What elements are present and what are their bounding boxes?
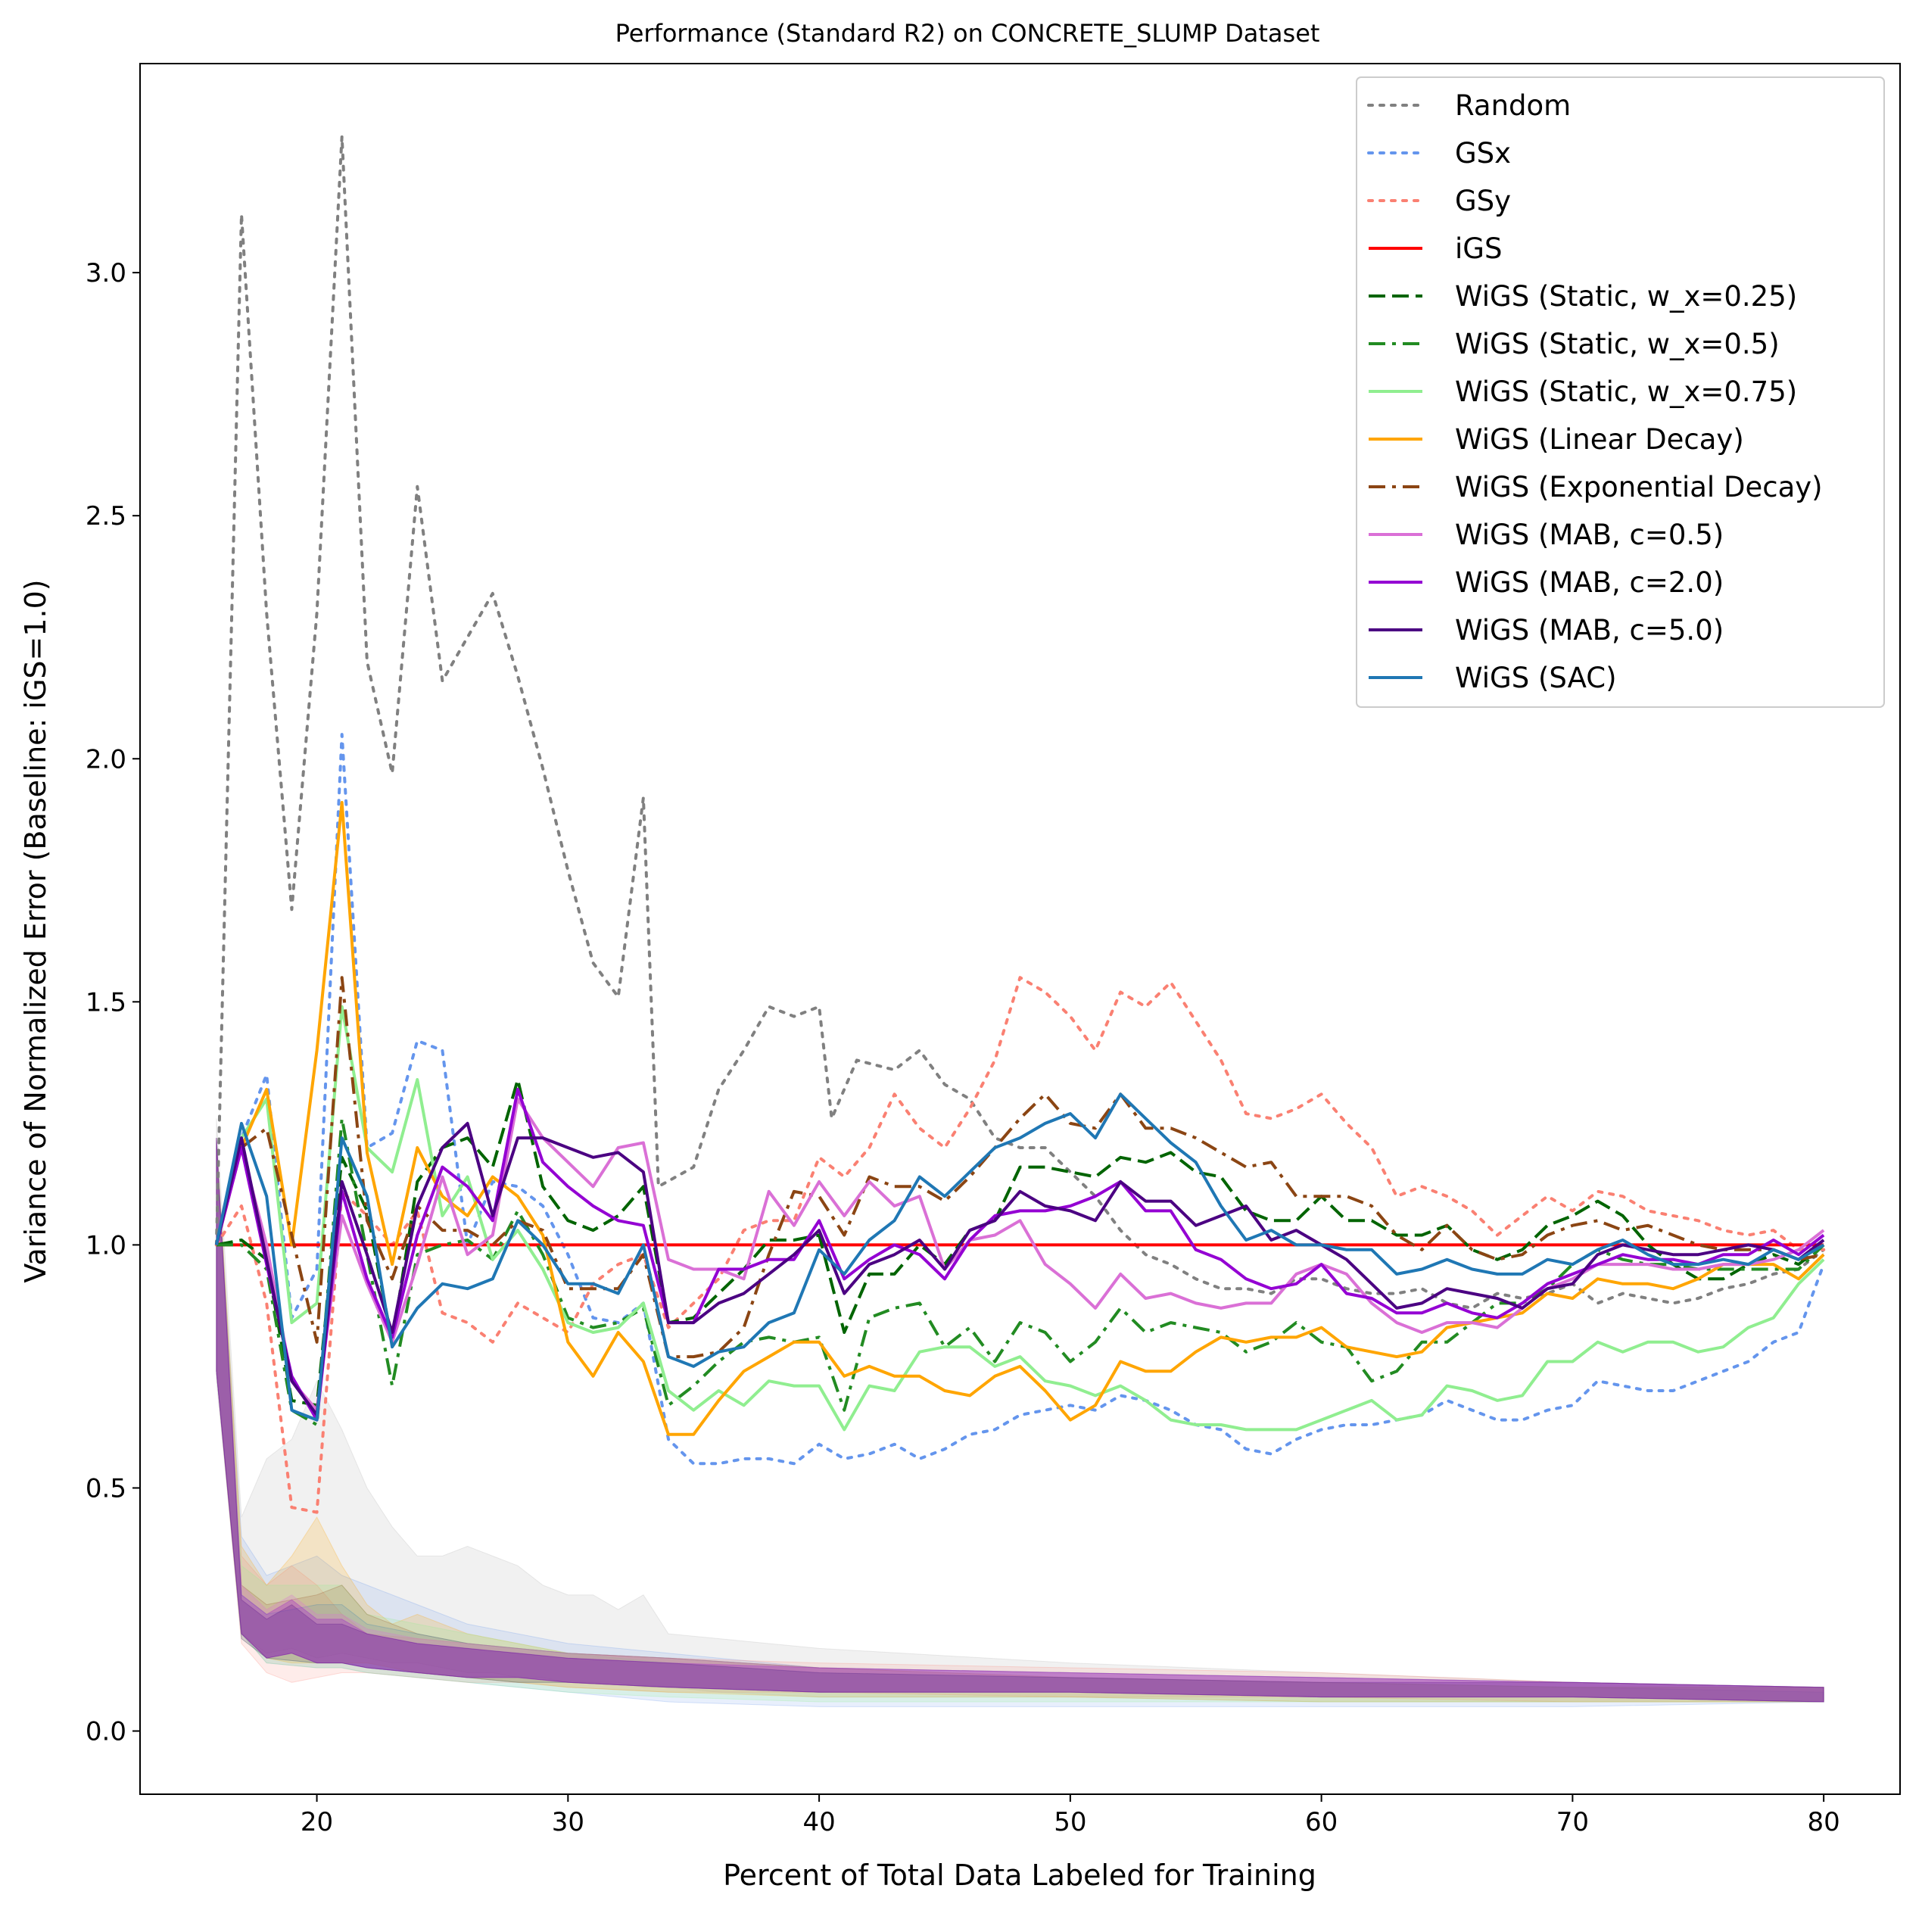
confidence-band-7 <box>216 1138 1824 1703</box>
legend-label: WiGS (MAB, c=0.5) <box>1455 519 1724 551</box>
legend-label: WiGS (Static, w_x=0.25) <box>1455 280 1797 313</box>
y-tick-label: 2.5 <box>86 501 126 531</box>
legend-label: WiGS (MAB, c=5.0) <box>1455 614 1724 647</box>
y-tick-label: 2.0 <box>86 744 126 774</box>
x-tick-label: 30 <box>552 1807 584 1837</box>
x-tick-label: 80 <box>1808 1807 1840 1837</box>
series-line-9 <box>214 1097 1825 1412</box>
confidence-band-9 <box>216 1138 1824 1703</box>
legend-label: iGS <box>1455 232 1502 265</box>
chart-title: Performance (Standard R2) on CONCRETE_SL… <box>615 19 1320 48</box>
series-line-4 <box>216 1078 1825 1407</box>
y-tick-label: 3.0 <box>86 258 126 288</box>
confidence-band-0 <box>216 1118 1824 1703</box>
series-line-1 <box>214 733 1826 1466</box>
x-tick-label: 70 <box>1556 1807 1589 1837</box>
x-tick-label: 20 <box>301 1807 333 1837</box>
confidence-band-2 <box>216 1147 1824 1703</box>
plot-frame <box>139 63 1901 1795</box>
x-axis-ticks: 20 30 40 50 60 70 80 <box>301 1794 1840 1837</box>
y-tick-label: 0.5 <box>86 1473 126 1504</box>
series-line-2 <box>214 976 1826 1514</box>
legend-label: WiGS (SAC) <box>1455 662 1617 694</box>
series-lines <box>214 135 1826 1514</box>
confidence-band-8 <box>216 1138 1824 1703</box>
legend-label: Random <box>1455 89 1571 122</box>
legend-label: GSy <box>1455 185 1511 217</box>
confidence-band-6 <box>216 1138 1824 1703</box>
y-tick-label: 1.5 <box>86 987 126 1017</box>
x-tick-label: 50 <box>1054 1807 1086 1837</box>
series-line-6 <box>214 1005 1825 1432</box>
x-axis-label: Percent of Total Data Labeled for Traini… <box>723 1859 1316 1892</box>
legend-label: WiGS (Static, w_x=0.75) <box>1455 375 1797 408</box>
legend-label: WiGS (Linear Decay) <box>1455 423 1744 456</box>
y-tick-label: 0.0 <box>86 1717 126 1747</box>
y-axis-label: Variance of Normalized Error (Baseline: … <box>19 579 52 1282</box>
series-line-11 <box>214 1121 1825 1417</box>
confidence-band-1 <box>216 1147 1824 1707</box>
series-line-10 <box>214 1087 1825 1422</box>
series-line-7 <box>214 801 1825 1436</box>
legend-label: WiGS (MAB, c=2.0) <box>1455 566 1724 599</box>
y-axis-ticks: 0.0 0.5 1.0 1.5 2.0 2.5 3.0 <box>86 258 140 1747</box>
legend-box <box>1356 76 1885 708</box>
series-line-0 <box>214 135 1826 1310</box>
confidence-band-4 <box>216 1138 1824 1703</box>
confidence-bands <box>216 1118 1824 1707</box>
x-tick-label: 60 <box>1305 1807 1338 1837</box>
series-line-5 <box>216 1117 1825 1426</box>
y-tick-label: 1.0 <box>86 1230 126 1260</box>
confidence-band-5 <box>216 1138 1824 1703</box>
legend: Random GSx GSy iGS WiGS (Static, w_x=0.25) Wi… <box>1356 76 1885 708</box>
x-tick-label: 40 <box>802 1807 835 1837</box>
series-line-12 <box>214 1092 1825 1422</box>
legend-label: GSx <box>1455 137 1511 170</box>
legend-label: WiGS (Static, w_x=0.5) <box>1455 328 1780 360</box>
confidence-band-3 <box>216 1138 1824 1703</box>
legend-label: WiGS (Exponential Decay) <box>1455 471 1823 503</box>
